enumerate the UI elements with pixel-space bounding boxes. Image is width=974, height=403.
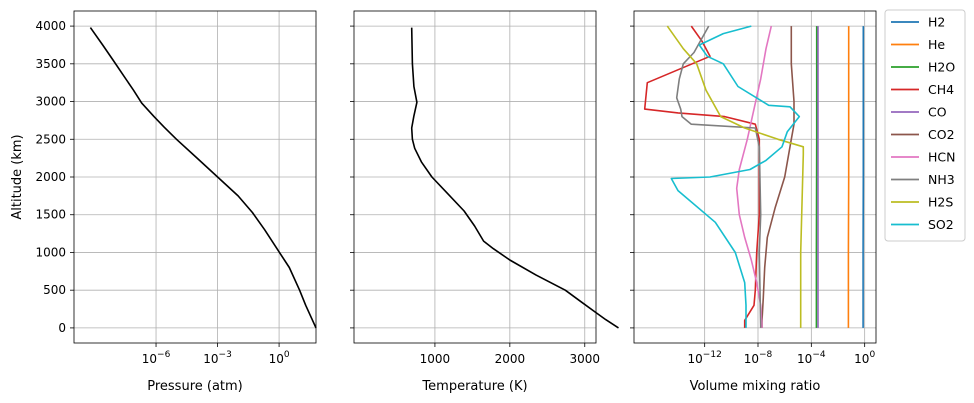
temperature-x-axis-label: Temperature (K) — [421, 379, 527, 394]
legend-item: CH4 — [891, 82, 954, 97]
tick-base: 3000 — [569, 352, 600, 366]
nh3-series-line — [675, 25, 762, 328]
tick-exponent: 0 — [869, 350, 875, 360]
legend-label: CO2 — [928, 127, 955, 142]
tick-base: 10 — [744, 352, 759, 366]
legend-label: He — [928, 37, 945, 52]
tick-base: 2000 — [495, 352, 526, 366]
pressure-y-tick-label: 0 — [58, 321, 66, 335]
temperature-x-ticks: 1000 2000 3000 — [420, 343, 600, 366]
temperature-series-line — [410, 27, 619, 329]
legend-item: H2S — [891, 195, 953, 210]
legend-label: CH4 — [928, 82, 954, 97]
mixing-ratio-plot-area — [643, 25, 865, 328]
legend-item: HCN — [891, 150, 955, 165]
legend-item: SO2 — [891, 217, 954, 232]
pressure-series-line — [89, 27, 317, 329]
pressure-x-axis-label: Pressure (atm) — [147, 379, 243, 394]
pressure-x-tick-label: 100 — [269, 350, 290, 366]
temperature-grid — [354, 11, 596, 343]
pressure-y-tick-label: 3000 — [35, 95, 66, 109]
legend-item: CO — [891, 105, 947, 120]
temperature-y-ticks — [350, 25, 354, 329]
tick-exponent: −4 — [812, 350, 826, 360]
h2s-series-line — [666, 25, 805, 328]
legend-label: HCN — [928, 150, 955, 165]
legend-label: CO — [928, 105, 947, 120]
tick-base: 10 — [142, 352, 157, 366]
legend-item: CO2 — [891, 127, 955, 142]
pressure-y-tick-label: 500 — [43, 283, 66, 297]
mixing-ratio-x-tick-label: 10−8 — [744, 350, 773, 366]
temperature-x-tick-label: 1000 — [420, 352, 451, 366]
legend-item: H2 — [891, 15, 945, 30]
legend-item: H2O — [891, 60, 955, 75]
temperature-x-tick-label: 2000 — [495, 352, 526, 366]
legend-label: H2O — [928, 60, 955, 75]
tick-base: 1000 — [420, 352, 451, 366]
mixing-ratio-panel: 10−12 10−8 10−4 100 Volume mixing ratio — [630, 10, 877, 394]
temperature-plot-area — [410, 27, 619, 329]
tick-exponent: −12 — [703, 350, 722, 360]
so2-series-line — [670, 25, 801, 328]
tick-base: 10 — [797, 352, 812, 366]
tick-exponent: −3 — [219, 350, 232, 360]
legend-label: H2 — [928, 15, 945, 30]
mixing-ratio-x-tick-label: 10−12 — [688, 350, 722, 366]
legend-label: NH3 — [928, 172, 955, 187]
pressure-y-tick-label: 1000 — [35, 245, 66, 259]
pressure-y-tick-label: 2000 — [35, 170, 66, 184]
pressure-y-tick-label: 3500 — [35, 57, 66, 71]
pressure-x-tick-label: 10−6 — [142, 350, 171, 366]
mixing-ratio-x-axis-label: Volume mixing ratio — [690, 379, 821, 394]
tick-base: 10 — [854, 352, 869, 366]
pressure-plot-area — [89, 27, 317, 329]
legend-item: He — [891, 37, 945, 52]
pressure-x-tick-label: 10−3 — [203, 350, 232, 366]
species-legend: H2 He H2O CH4 CO CO2 HCN NH3 H2S SO2 — [884, 9, 966, 242]
mixing-ratio-x-ticks: 10−12 10−8 10−4 100 — [688, 343, 875, 366]
temperature-panel: 1000 2000 3000 Temperature (K) — [350, 10, 619, 394]
tick-exponent: 0 — [284, 350, 290, 360]
temperature-x-tick-label: 3000 — [569, 352, 600, 366]
pressure-panel: 10−6 10−3 100 0500100015002000250030003500… — [10, 10, 317, 394]
tick-exponent: −6 — [157, 350, 171, 360]
pressure-y-tick-label: 2500 — [35, 132, 66, 146]
mixing-ratio-y-ticks — [630, 25, 634, 329]
hcn-series-line — [735, 25, 773, 328]
legend-label: SO2 — [928, 217, 954, 232]
legend-label: H2S — [928, 195, 953, 210]
pressure-y-ticks: 0 500 1000 1500 2000 2500 3000 3500 4000 — [35, 19, 74, 335]
pressure-grid — [74, 11, 316, 343]
pressure-y-tick-label: 4000 — [35, 19, 66, 33]
pressure-x-ticks: 10−6 10−3 100 — [142, 343, 290, 366]
legend-item: NH3 — [891, 172, 955, 187]
co2-series-line — [761, 26, 795, 328]
tick-base: 10 — [269, 352, 284, 366]
mixing-ratio-x-tick-label: 10−4 — [797, 350, 826, 366]
mixing-ratio-x-tick-label: 100 — [854, 350, 875, 366]
tick-exponent: −8 — [759, 350, 773, 360]
pressure-y-tick-label: 1500 — [35, 208, 66, 222]
tick-base: 10 — [203, 352, 218, 366]
altitude-y-axis-label: Altitude (km) — [10, 134, 25, 219]
tick-base: 10 — [688, 352, 703, 366]
